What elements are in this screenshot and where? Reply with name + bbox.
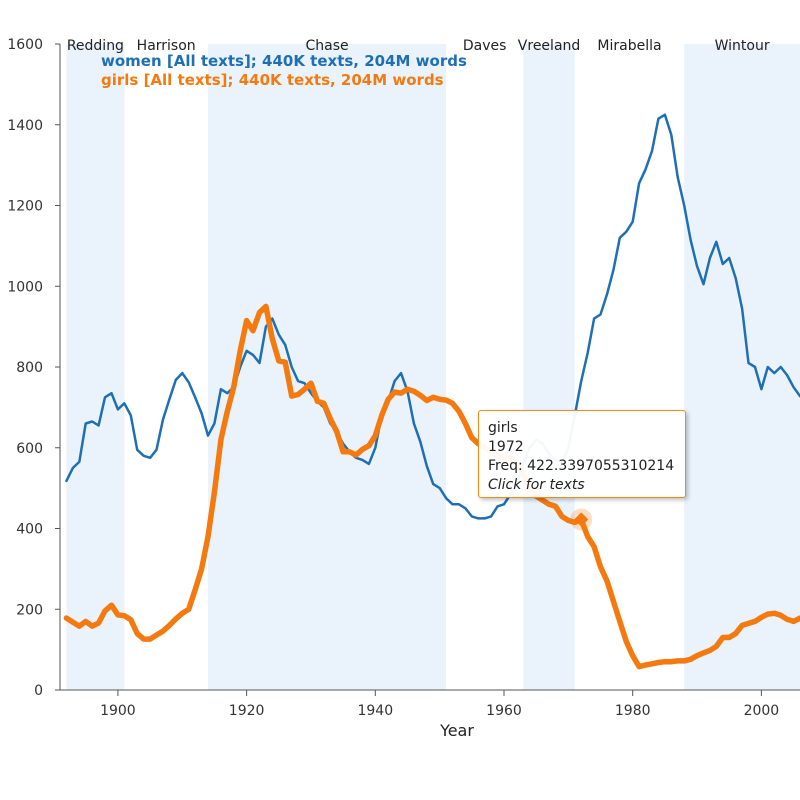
x-tick-label-1980: 1980 <box>615 703 651 719</box>
tooltip-click-hint[interactable]: Click for texts <box>488 477 585 493</box>
x-tick-label-1960: 1960 <box>486 703 522 719</box>
legend: women [All texts]; 440K texts, 204M word… <box>101 52 467 89</box>
y-tick-label-400: 400 <box>16 522 43 538</box>
era-label-vreeland: Vreeland <box>518 38 580 54</box>
x-tick-label-1900: 1900 <box>100 703 136 719</box>
era-label-daves: Daves <box>463 38 507 54</box>
series-line-women <box>65 113 800 520</box>
x-axis-title: Year <box>439 721 474 740</box>
legend-entry-girls[interactable]: girls [All texts]; 440K texts, 204M word… <box>101 71 444 89</box>
era-band-chase <box>208 44 447 690</box>
series-line-girls <box>63 303 800 670</box>
y-tick-label-1400: 1400 <box>7 118 43 134</box>
y-tick-label-600: 600 <box>16 441 43 457</box>
axes: 0 200 400 600 800 1000 1200 1400 1600 1900 1920 194… <box>7 37 800 719</box>
era-label-wintour: Wintour <box>715 38 770 54</box>
x-tick-label-1940: 1940 <box>357 703 393 719</box>
tooltip-year: 1972 <box>488 439 524 455</box>
y-tick-label-1600: 1600 <box>7 37 43 53</box>
era-band-redding <box>66 44 125 690</box>
y-tick-label-0: 0 <box>34 683 43 699</box>
x-tick-label-2000: 2000 <box>744 703 780 719</box>
era-label-redding: Redding <box>67 38 124 54</box>
y-tick-label-1200: 1200 <box>7 199 43 215</box>
era-band-wintour <box>684 44 800 690</box>
era-label-chase: Chase <box>305 38 348 54</box>
data-tooltip[interactable]: girls 1972 Freq: 422.3397055310214 Click… <box>478 410 686 498</box>
hover-point <box>574 512 589 527</box>
era-bands <box>66 44 800 690</box>
legend-entry-women[interactable]: women [All texts]; 440K texts, 204M word… <box>101 52 467 70</box>
y-tick-label-800: 800 <box>16 360 43 376</box>
era-band-vreeland <box>523 44 575 690</box>
series-lines <box>63 113 800 670</box>
y-tick-label-1000: 1000 <box>7 279 43 295</box>
hover-marker <box>570 508 593 531</box>
tooltip-word: girls <box>488 420 518 436</box>
era-label-harrison: Harrison <box>137 38 196 54</box>
y-tick-label-200: 200 <box>16 602 43 618</box>
tooltip-frequency: Freq: 422.3397055310214 <box>488 458 675 474</box>
era-label-mirabella: Mirabella <box>597 38 661 54</box>
x-tick-label-1920: 1920 <box>229 703 265 719</box>
era-labels: Redding Harrison Chase Daves Vreeland Mirabel… <box>67 38 770 54</box>
